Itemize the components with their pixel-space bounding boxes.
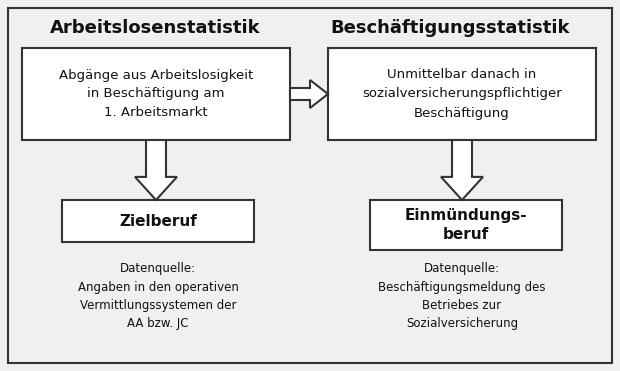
Text: Datenquelle:
Beschäftigungsmeldung des
Betriebes zur
Sozialversicherung: Datenquelle: Beschäftigungsmeldung des B…	[378, 262, 546, 331]
Text: Beschäftigungsstatistik: Beschäftigungsstatistik	[330, 19, 570, 37]
Text: Abgänge aus Arbeitslosigkeit
in Beschäftigung am
1. Arbeitsmarkt: Abgänge aus Arbeitslosigkeit in Beschäft…	[59, 69, 253, 119]
Text: Einmündungs-
beruf: Einmündungs- beruf	[405, 208, 528, 242]
Text: Unmittelbar danach in
sozialversicherungspflichtiger
Beschäftigung: Unmittelbar danach in sozialversicherung…	[362, 69, 562, 119]
Polygon shape	[441, 140, 483, 200]
Bar	[328, 48, 596, 140]
Polygon shape	[290, 80, 328, 108]
Text: Zielberuf: Zielberuf	[119, 213, 197, 229]
Polygon shape	[135, 140, 177, 200]
Bar	[62, 200, 254, 242]
Text: Arbeitslosenstatistik: Arbeitslosenstatistik	[50, 19, 260, 37]
Bar	[22, 48, 290, 140]
Text: Datenquelle:
Angaben in den operativen
Vermittlungssystemen der
AA bzw. JC: Datenquelle: Angaben in den operativen V…	[78, 262, 239, 331]
Bar	[370, 200, 562, 250]
